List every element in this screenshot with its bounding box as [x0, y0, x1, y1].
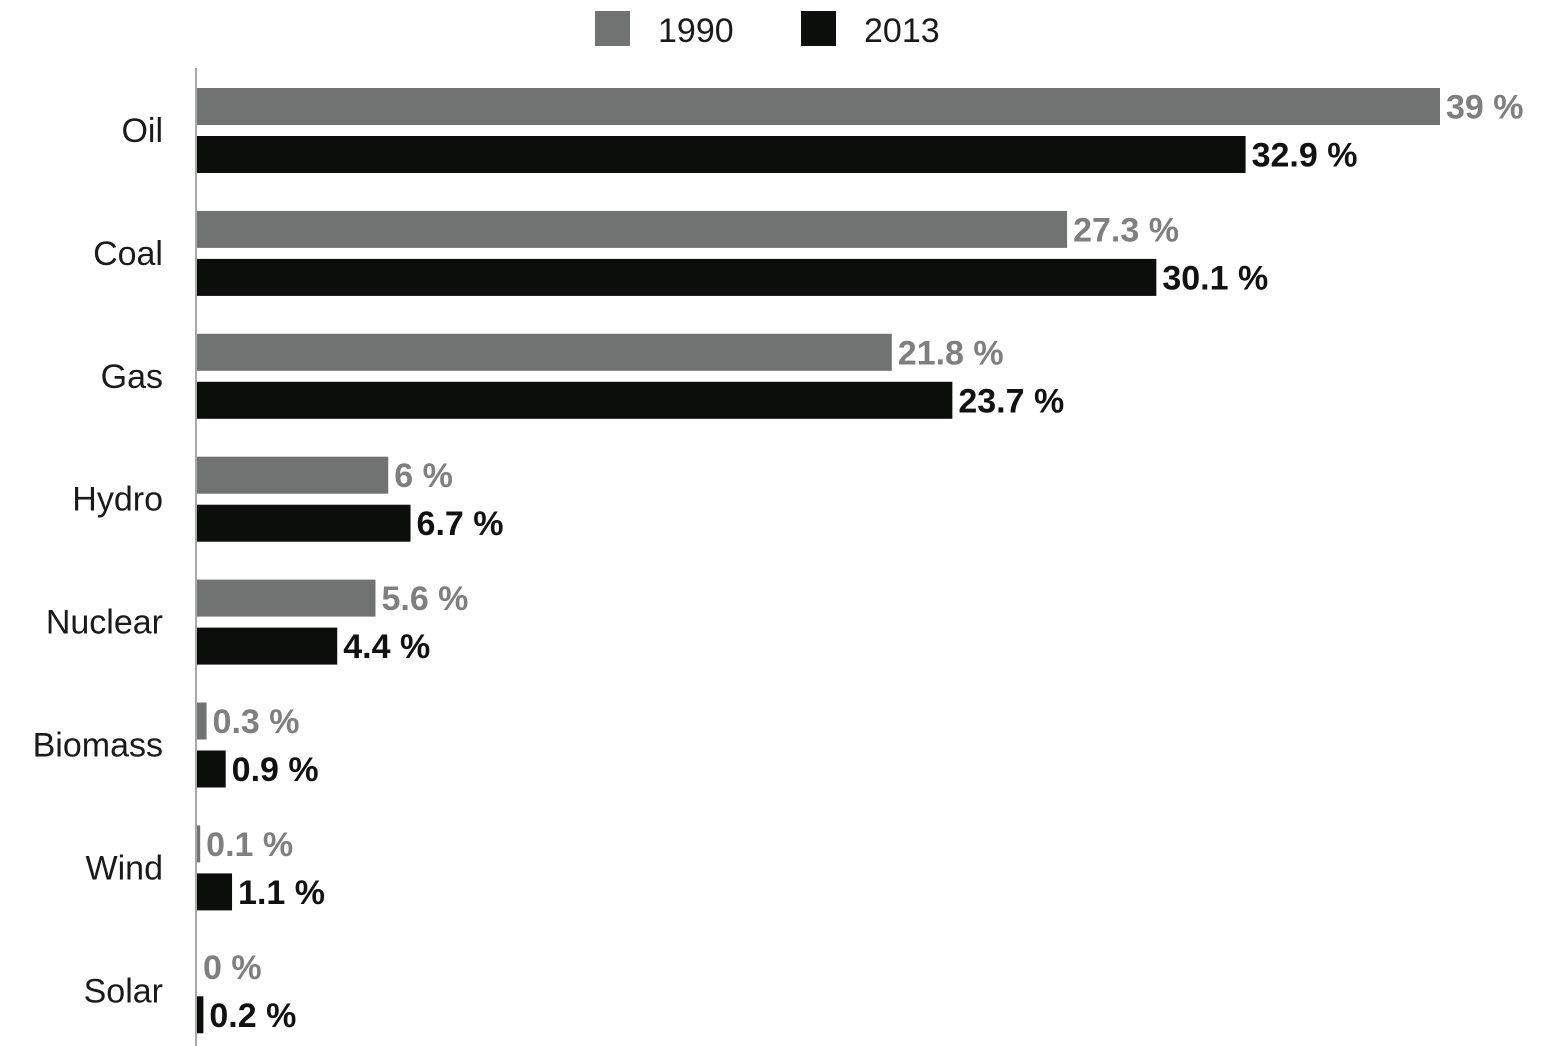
bar-coal-1990	[197, 210, 1068, 248]
bar-nuclear-2013	[197, 627, 338, 665]
value-label-biomass-2013: 0.9 %	[232, 751, 319, 789]
value-label-solar-2013: 0.2 %	[209, 997, 296, 1035]
bar-gas-2013	[197, 381, 953, 419]
bar-wind-1990	[197, 825, 201, 863]
bar-oil-1990	[197, 88, 1440, 125]
category-label-nuclear: Nuclear	[46, 604, 163, 642]
bar-coal-2013	[197, 258, 1157, 296]
value-label-hydro-1990: 6 %	[394, 457, 453, 495]
bars	[197, 88, 1440, 1034]
bar-biomass-2013	[197, 750, 226, 788]
value-label-wind-2013: 1.1 %	[238, 874, 325, 912]
value-label-biomass-1990: 0.3 %	[213, 703, 300, 741]
bar-solar-2013	[197, 996, 204, 1034]
bar-wind-2013	[197, 873, 233, 911]
bar-hydro-2013	[197, 504, 411, 542]
legend-swatch-1990	[595, 11, 630, 46]
category-labels: Oil Coal Gas Hydro Nuclear Biomass Wind Solar	[33, 112, 163, 1010]
bar-hydro-1990	[197, 456, 389, 494]
category-label-wind: Wind	[86, 849, 163, 887]
value-label-nuclear-1990: 5.6 %	[381, 580, 468, 618]
bar-biomass-1990	[197, 702, 207, 740]
category-label-biomass: Biomass	[33, 727, 163, 765]
legend-label-2013: 2013	[864, 12, 940, 50]
category-label-gas: Gas	[101, 358, 163, 396]
value-label-gas-2013: 23.7 %	[958, 382, 1064, 420]
value-label-coal-1990: 27.3 %	[1073, 211, 1179, 249]
category-label-coal: Coal	[93, 235, 163, 273]
bar-gas-1990	[197, 333, 892, 371]
category-label-solar: Solar	[84, 972, 163, 1010]
value-labels: 39 % 32.9 % 27.3 % 30.1 % 21.8 % 23.7 % 6 % 6.7…	[203, 89, 1524, 1035]
bar-oil-2013	[197, 136, 1246, 173]
legend: 1990 2013	[595, 11, 940, 50]
value-label-oil-2013: 32.9 %	[1252, 137, 1358, 175]
value-label-nuclear-2013: 4.4 %	[343, 628, 430, 666]
value-label-hydro-2013: 6.7 %	[417, 505, 504, 543]
category-label-hydro: Hydro	[72, 481, 163, 519]
category-label-oil: Oil	[121, 112, 163, 150]
value-label-solar-1990: 0 %	[203, 949, 262, 987]
value-label-wind-1990: 0.1 %	[206, 826, 293, 864]
value-label-coal-2013: 30.1 %	[1162, 259, 1268, 297]
legend-label-1990: 1990	[658, 12, 734, 50]
legend-swatch-2013	[801, 11, 836, 46]
value-label-oil-1990: 39 %	[1446, 89, 1524, 127]
value-label-gas-1990: 21.8 %	[898, 334, 1004, 372]
bar-nuclear-1990	[197, 579, 376, 617]
